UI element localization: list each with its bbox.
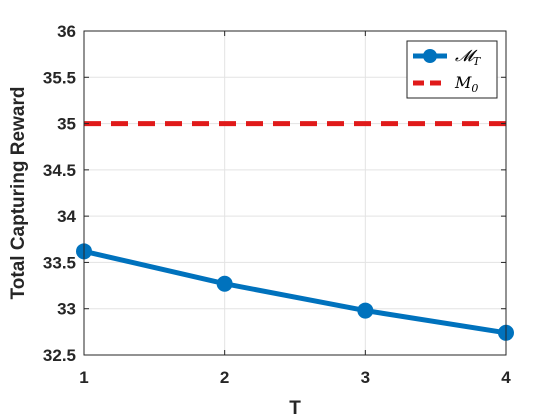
y-tick-label: 33	[57, 300, 76, 319]
data-point	[216, 275, 233, 292]
y-tick-label: 33.5	[43, 253, 76, 272]
data-point	[357, 302, 374, 319]
y-tick-label: 36	[57, 22, 76, 41]
x-tick-labels: 1 2 3 4	[79, 368, 511, 387]
y-tick-label: 35.5	[43, 68, 76, 87]
x-tick-label: 4	[501, 368, 511, 387]
series-line	[83, 248, 507, 336]
x-tick-label: 2	[220, 368, 229, 387]
y-tick-label: 35	[57, 115, 76, 134]
series-layer	[76, 121, 514, 341]
y-tick-label: 34	[57, 207, 76, 226]
series-1	[76, 243, 514, 341]
x-tick-label: 3	[361, 368, 370, 387]
y-tick-label: 34.5	[43, 161, 76, 180]
axes-box	[83, 30, 507, 356]
y-axis-title: Total Capturing Reward	[8, 87, 29, 300]
y-tick-label: 32.5	[43, 346, 76, 365]
tick-marks	[83, 30, 507, 356]
y-tick-labels: 32.5 33 33.5 34 34.5 35 35.5 36	[43, 22, 77, 365]
legend-box	[406, 40, 498, 99]
legend-marker	[423, 49, 437, 63]
x-tick-label: 1	[79, 368, 88, 387]
x-axis-title: T	[289, 398, 301, 419]
